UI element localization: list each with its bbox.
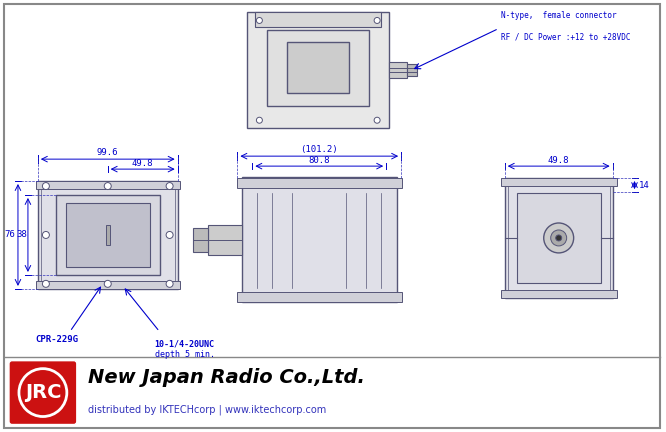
Circle shape xyxy=(166,232,173,238)
Bar xyxy=(505,178,613,298)
Bar xyxy=(56,195,160,275)
Circle shape xyxy=(374,17,380,23)
Text: 38: 38 xyxy=(17,230,27,239)
Circle shape xyxy=(43,183,49,190)
Bar xyxy=(255,13,381,28)
Circle shape xyxy=(551,230,567,246)
Bar xyxy=(66,203,150,267)
Bar xyxy=(36,181,180,189)
Text: CPR-229G: CPR-229G xyxy=(35,335,78,344)
Circle shape xyxy=(555,235,561,241)
Text: 80.8: 80.8 xyxy=(308,156,330,165)
Text: JRC: JRC xyxy=(25,383,61,402)
Circle shape xyxy=(543,223,573,253)
Bar xyxy=(238,178,402,188)
Bar xyxy=(501,290,617,298)
Bar xyxy=(106,225,110,245)
Text: New Japan Radio Co.,Ltd.: New Japan Radio Co.,Ltd. xyxy=(88,368,365,387)
Text: N-type,  female connector: N-type, female connector xyxy=(501,12,617,20)
Text: distributed by IKTECHcorp | www.iktechcorp.com: distributed by IKTECHcorp | www.iktechco… xyxy=(88,404,326,415)
Text: RF / DC Power :+12 to +28VDC: RF / DC Power :+12 to +28VDC xyxy=(501,32,630,41)
Circle shape xyxy=(256,117,262,123)
Circle shape xyxy=(166,183,173,190)
Circle shape xyxy=(256,17,262,23)
Circle shape xyxy=(105,183,111,190)
Circle shape xyxy=(105,280,111,287)
Bar xyxy=(501,178,617,186)
Bar xyxy=(238,292,402,302)
Bar xyxy=(248,13,389,128)
Bar xyxy=(41,184,174,286)
Circle shape xyxy=(19,368,67,416)
Bar xyxy=(267,30,369,106)
FancyBboxPatch shape xyxy=(9,361,77,425)
Text: 76: 76 xyxy=(5,230,15,239)
Bar xyxy=(242,177,397,302)
Circle shape xyxy=(374,117,380,123)
Circle shape xyxy=(43,232,49,238)
Bar xyxy=(36,281,180,289)
Bar xyxy=(208,225,242,255)
Bar xyxy=(287,42,349,93)
Bar xyxy=(38,181,178,289)
Text: (101.2): (101.2) xyxy=(300,145,338,154)
Text: 14: 14 xyxy=(639,181,650,190)
Text: depth 5 min.: depth 5 min. xyxy=(155,349,214,359)
Bar xyxy=(517,193,601,283)
Text: 49.8: 49.8 xyxy=(548,156,569,165)
Bar xyxy=(507,181,609,295)
Bar xyxy=(389,62,407,78)
Bar xyxy=(192,228,208,252)
Circle shape xyxy=(166,280,173,287)
Text: 10-1/4-20UNC: 10-1/4-20UNC xyxy=(155,340,214,349)
Bar xyxy=(407,64,417,76)
Text: 99.6: 99.6 xyxy=(97,148,119,157)
Text: 49.8: 49.8 xyxy=(132,159,153,168)
Circle shape xyxy=(43,280,49,287)
